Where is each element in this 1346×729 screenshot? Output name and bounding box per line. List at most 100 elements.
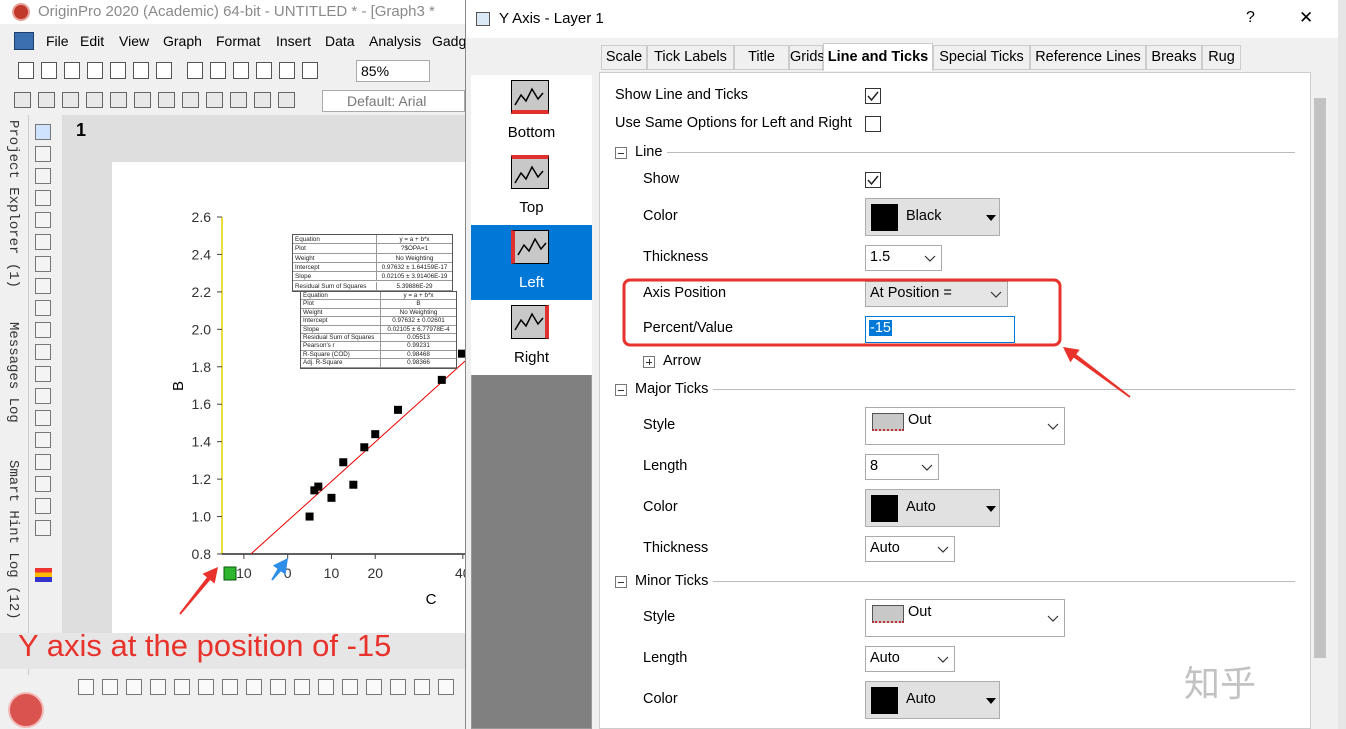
tool-button[interactable] <box>35 432 51 448</box>
axis-item[interactable]: Top <box>471 150 592 225</box>
combo-box[interactable]: Auto <box>865 646 955 672</box>
checkbox[interactable] <box>865 88 881 104</box>
toolbar-button[interactable] <box>86 92 103 108</box>
style-dropdown[interactable]: Out <box>865 599 1065 637</box>
toolbar-button[interactable] <box>256 62 272 79</box>
toolbar-button[interactable] <box>64 62 80 79</box>
toolbar-button[interactable] <box>78 679 94 695</box>
toolbar-button[interactable] <box>390 679 406 695</box>
toolbar-button[interactable] <box>134 92 151 108</box>
combo-box[interactable]: 8 <box>865 454 939 480</box>
tool-button[interactable] <box>35 234 51 250</box>
menu-item[interactable]: Format <box>216 33 261 49</box>
tab[interactable]: Grids <box>789 45 825 70</box>
toolbar-button[interactable] <box>318 679 334 695</box>
tool-button[interactable] <box>35 124 51 140</box>
font-box[interactable]: Default: Arial <box>322 90 465 112</box>
tool-button[interactable] <box>35 388 51 404</box>
menu-item[interactable]: View <box>119 33 150 49</box>
tool-button[interactable] <box>35 322 51 338</box>
tab[interactable]: Scale <box>601 45 647 70</box>
tool-button[interactable] <box>35 410 51 426</box>
toolbar-button[interactable] <box>110 62 126 79</box>
color-dropdown[interactable]: Auto <box>865 489 1000 527</box>
scroll-thumb[interactable] <box>1314 98 1326 658</box>
toolbar-button[interactable] <box>302 62 318 79</box>
toolbar-button[interactable] <box>294 679 310 695</box>
toolbar-button[interactable] <box>254 92 271 108</box>
toolbar-button[interactable] <box>18 62 34 79</box>
tab[interactable]: Line and Ticks <box>823 43 933 71</box>
tool-button[interactable] <box>35 168 51 184</box>
toolbar-button[interactable] <box>150 679 166 695</box>
toolbar-button[interactable] <box>270 679 286 695</box>
tab[interactable]: Tick Labels <box>647 45 734 70</box>
toolbar-button[interactable] <box>38 92 55 108</box>
group-toggle[interactable] <box>615 576 627 588</box>
toolbar-button[interactable] <box>278 92 295 108</box>
toolbar-button[interactable] <box>62 92 79 108</box>
zoom-box[interactable]: 85% <box>356 60 430 82</box>
toolbar-button[interactable] <box>126 679 142 695</box>
toolbar-button[interactable] <box>230 92 247 108</box>
toolbar-button[interactable] <box>233 62 249 79</box>
start-button[interactable] <box>8 692 44 728</box>
tool-button[interactable] <box>35 476 51 492</box>
side-tab[interactable]: Messages Log <box>5 322 21 423</box>
toolbar-button[interactable] <box>133 62 149 79</box>
color-dropdown[interactable]: Auto <box>865 681 1000 719</box>
menu-item[interactable]: Analysis <box>369 33 422 49</box>
toolbar-button[interactable] <box>206 92 223 108</box>
tab[interactable]: Reference Lines <box>1030 45 1146 70</box>
tool-button[interactable] <box>35 344 51 360</box>
tool-button[interactable] <box>35 212 51 228</box>
axis-item[interactable]: Bottom <box>471 75 592 150</box>
menu-item[interactable]: Graph <box>163 33 202 49</box>
tool-button[interactable] <box>35 300 51 316</box>
expander[interactable] <box>643 356 655 368</box>
axis-item[interactable]: Right <box>471 300 592 375</box>
toolbar-button[interactable] <box>182 92 199 108</box>
toolbar-button[interactable] <box>198 679 214 695</box>
menu-item[interactable]: Gadg <box>432 33 467 49</box>
tool-button[interactable] <box>35 190 51 206</box>
menu-item[interactable]: Insert <box>276 33 312 49</box>
toolbar-button[interactable] <box>187 62 203 79</box>
toolbar-button[interactable] <box>366 679 382 695</box>
tool-button[interactable] <box>35 366 51 382</box>
checkbox[interactable] <box>865 172 881 188</box>
tool-button[interactable] <box>35 256 51 272</box>
side-tab[interactable]: Smart Hint Log (12) <box>5 460 21 620</box>
tab[interactable]: Special Ticks <box>933 45 1030 70</box>
toolbar-button[interactable] <box>174 679 190 695</box>
toolbar-button[interactable] <box>14 92 31 108</box>
toolbar-button[interactable] <box>156 62 172 79</box>
toolbar-button[interactable] <box>102 679 118 695</box>
combo-box[interactable]: At Position = <box>865 281 1008 307</box>
tab[interactable]: Rug <box>1202 45 1241 70</box>
tool-button[interactable] <box>35 498 51 514</box>
side-tab[interactable]: Project Explorer (1) <box>5 120 21 289</box>
style-dropdown[interactable]: Out <box>865 407 1065 445</box>
tool-button[interactable] <box>35 454 51 470</box>
tab[interactable]: Breaks <box>1146 45 1202 70</box>
toolbar-button[interactable] <box>110 92 127 108</box>
tab[interactable]: Title <box>734 45 789 70</box>
toolbar-button[interactable] <box>222 679 238 695</box>
tool-button[interactable] <box>35 146 51 162</box>
axis-item[interactable]: Left <box>471 225 592 300</box>
toolbar-button[interactable] <box>210 62 226 79</box>
text-input[interactable]: -15 <box>865 316 1015 343</box>
toolbar-button[interactable] <box>438 679 454 695</box>
toolbar-button[interactable] <box>414 679 430 695</box>
tool-button[interactable] <box>35 278 51 294</box>
checkbox[interactable] <box>865 116 881 132</box>
toolbar-button[interactable] <box>158 92 175 108</box>
menu-item[interactable]: Edit <box>80 33 105 49</box>
combo-box[interactable]: Auto <box>865 536 955 562</box>
help-button[interactable]: ? <box>1246 9 1255 26</box>
toolbar-button[interactable] <box>342 679 358 695</box>
toolbar-button[interactable] <box>279 62 295 79</box>
menu-item[interactable]: File <box>46 33 69 49</box>
menu-item[interactable]: Data <box>325 33 355 49</box>
